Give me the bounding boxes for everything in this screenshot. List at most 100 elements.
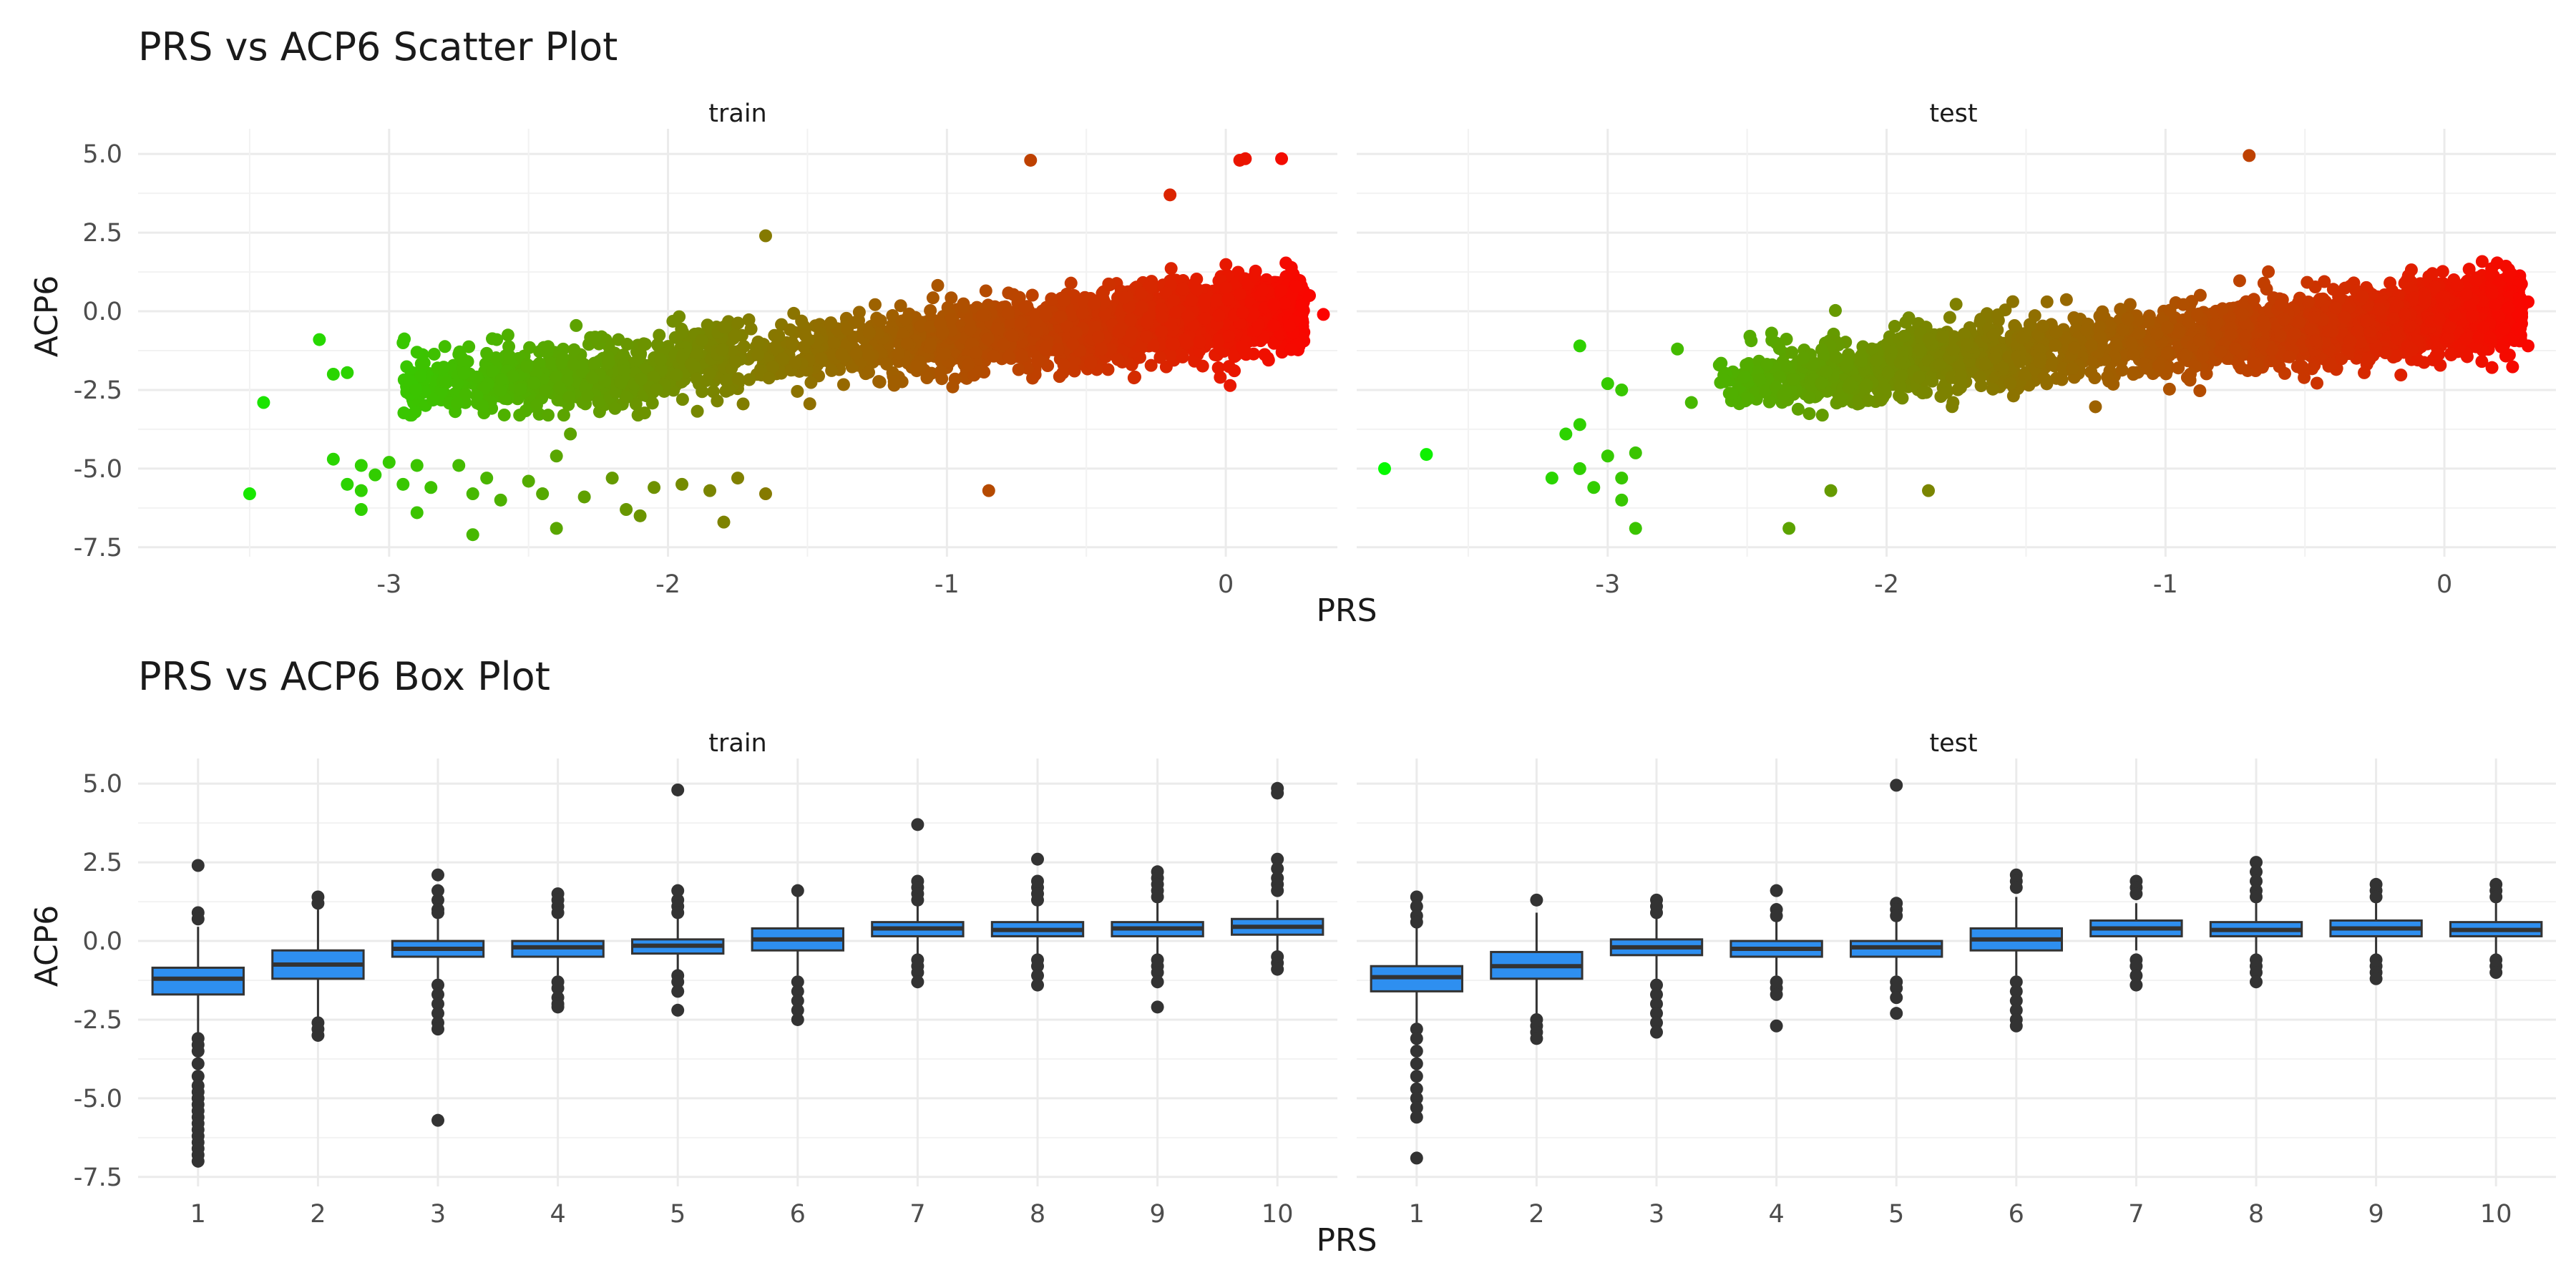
- scatter-point: [618, 364, 631, 378]
- scatter-point: [400, 360, 414, 374]
- scatter-point: [497, 408, 511, 421]
- scatter-point: [519, 404, 532, 418]
- scatter-point: [577, 490, 591, 504]
- scatter-panel-test: -3 -2 -1 0: [1357, 129, 2556, 599]
- scatter-point: [1274, 284, 1288, 298]
- scatter-point: [502, 340, 516, 353]
- scatter-point: [716, 343, 729, 357]
- scatter-point: [923, 320, 937, 333]
- scatter-point: [1054, 310, 1068, 323]
- scatter-point: [1098, 308, 1112, 321]
- scatter-point: [354, 459, 368, 472]
- scatter-point: [758, 487, 772, 501]
- scatter-point: [836, 378, 850, 391]
- scatter-point: [911, 359, 924, 373]
- scatter-point: [466, 528, 479, 542]
- scatter-point: [480, 472, 494, 485]
- scatter-point: [1238, 344, 1252, 358]
- scatter-point: [457, 366, 471, 380]
- scatter-point: [1284, 260, 1298, 274]
- scatter-point: [1181, 310, 1195, 323]
- scatter-point: [1030, 308, 1043, 321]
- scatter-point: [827, 336, 841, 350]
- scatter-point: [696, 385, 709, 399]
- scatter-point: [1212, 333, 1226, 347]
- scatter-point: [1258, 348, 1272, 361]
- scatter-point: [567, 358, 580, 371]
- scatter-point: [396, 336, 410, 349]
- scatter-point: [1267, 318, 1281, 332]
- scatter-point: [1146, 338, 1160, 352]
- scatter-point: [1164, 262, 1178, 275]
- scatter-point: [1140, 330, 1153, 343]
- scatter-point: [1185, 293, 1199, 307]
- scatter-point: [1101, 363, 1115, 376]
- scatter-point: [1031, 355, 1045, 369]
- scatter-point: [862, 348, 876, 362]
- x-tick-label: 0: [1218, 570, 1234, 599]
- scatter-point: [1198, 293, 1211, 307]
- scatter-point: [506, 369, 519, 383]
- scatter-point: [920, 371, 934, 385]
- scatter-point: [502, 349, 516, 363]
- scatter-point: [841, 322, 854, 336]
- scatter-point: [1949, 298, 1963, 311]
- scatter-point: [1164, 318, 1178, 331]
- scatter-point: [899, 313, 912, 326]
- scatter-point: [550, 370, 563, 384]
- scatter-point: [1051, 343, 1065, 356]
- scatter-point: [736, 397, 750, 411]
- scatter-point: [257, 396, 270, 409]
- scatter-point: [451, 376, 464, 390]
- scatter-point: [633, 509, 647, 522]
- scatter-point: [397, 406, 411, 420]
- scatter-point: [997, 337, 1011, 351]
- scatter-point: [934, 317, 947, 331]
- scatter-point: [410, 506, 424, 519]
- x-tick-label: 0: [2436, 570, 2452, 599]
- scatter-point: [567, 343, 581, 356]
- scatter-point: [2006, 295, 2019, 308]
- scatter-point: [410, 459, 424, 472]
- scatter-point: [1144, 358, 1158, 372]
- scatter-point: [620, 338, 634, 351]
- scatter-point: [470, 389, 484, 403]
- scatter-point: [453, 345, 467, 358]
- scatter-point: [326, 452, 340, 466]
- scatter-point: [717, 320, 731, 333]
- scatter-point: [438, 340, 452, 353]
- scatter-point: [1015, 348, 1029, 362]
- scatter-point: [614, 375, 628, 389]
- scatter-point: [1190, 283, 1204, 296]
- scatter-point: [772, 328, 786, 342]
- scatter-point: [731, 316, 745, 330]
- scatter-point: [1128, 370, 1141, 384]
- scatter-point: [1163, 348, 1177, 362]
- scatter-point: [369, 468, 382, 482]
- scatter-point: [1155, 311, 1169, 324]
- scatter-point: [1283, 319, 1297, 333]
- scatter-point: [653, 328, 666, 342]
- scatter-point: [731, 472, 744, 485]
- scatter-point: [1193, 344, 1206, 358]
- scatter-point: [1248, 270, 1262, 283]
- scatter-point: [1014, 316, 1028, 330]
- scatter-point: [437, 361, 451, 374]
- scatter-point: [976, 308, 990, 322]
- scatter-point: [849, 347, 863, 361]
- scatter-point: [1233, 287, 1246, 301]
- x-tick-label: -2: [1874, 570, 1899, 599]
- scatter-point: [457, 356, 471, 370]
- scatter-point: [409, 405, 422, 419]
- scatter-point: [835, 348, 849, 361]
- scatter-point: [1296, 298, 1309, 312]
- scatter-point: [743, 373, 756, 386]
- scatter-point: [2089, 400, 2102, 414]
- scatter-point: [313, 333, 326, 346]
- scatter-point: [1155, 325, 1169, 338]
- scatter-point: [1145, 280, 1158, 294]
- scatter-point: [926, 291, 940, 305]
- scatter-point: [795, 314, 809, 328]
- scatter-point: [410, 346, 424, 359]
- scatter-point: [1095, 343, 1108, 356]
